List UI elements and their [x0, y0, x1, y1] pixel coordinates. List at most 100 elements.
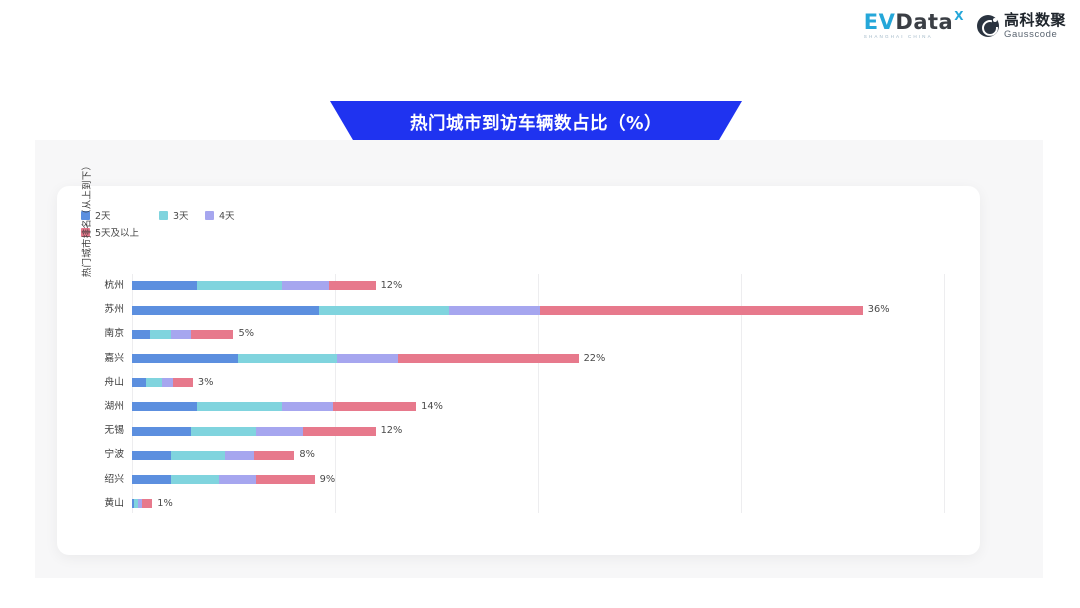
bar-segment-5天及以上[interactable] — [397, 354, 579, 364]
bar-segment-3天[interactable] — [190, 426, 256, 436]
legend-item-1[interactable]: 3天 — [159, 208, 205, 222]
stacked-bar[interactable] — [132, 402, 417, 412]
bar-value-label: 12% — [380, 280, 403, 292]
chart-rows: 杭州 12% 苏州 36% 南京 5% 嘉兴 22% 舟山 3% 湖州 14% 无锡 12% 宁波 8% 绍兴 9… — [104, 274, 944, 516]
bar-segment-4天[interactable] — [448, 305, 540, 315]
gausscode-logo: 高科数聚 Gausscode — [976, 10, 1066, 40]
slide-title-banner: 热门城市到访车辆数占比（%） — [330, 101, 742, 143]
chart-row: 黄山 1% — [104, 492, 944, 516]
bar-segment-4天[interactable] — [170, 329, 191, 339]
bar-segment-5天及以上[interactable] — [255, 475, 315, 485]
bar-segment-3天[interactable] — [196, 281, 283, 291]
legend-item-0[interactable]: 2天 — [81, 208, 159, 222]
bar-value-label: 12% — [380, 425, 403, 437]
bar-segment-5天及以上[interactable] — [253, 450, 295, 460]
category-label-无锡: 无锡 — [104, 425, 124, 437]
bar-value-label: 5% — [238, 328, 255, 340]
category-label-杭州: 杭州 — [104, 280, 124, 292]
bar-segment-3天[interactable] — [170, 450, 226, 460]
bar-segment-2天[interactable] — [132, 402, 197, 412]
bar-segment-3天[interactable] — [146, 378, 163, 388]
slide-title-text: 热门城市到访车辆数占比（%） — [409, 113, 663, 134]
stacked-bar[interactable] — [132, 450, 295, 460]
bar-segment-2天[interactable] — [132, 305, 319, 315]
bar-segment-2天[interactable] — [132, 475, 171, 485]
gridline-10 — [335, 274, 336, 513]
stacked-bar[interactable] — [132, 499, 153, 509]
bar-segment-2天[interactable] — [132, 426, 191, 436]
bar-segment-3天[interactable] — [196, 402, 283, 412]
category-label-绍兴: 绍兴 — [104, 473, 124, 485]
stacked-bar[interactable] — [132, 475, 315, 485]
gausscode-name-cn: 高科数聚 — [1003, 10, 1066, 29]
bar-segment-4天[interactable] — [337, 354, 398, 364]
bar-segment-5天及以上[interactable] — [190, 329, 234, 339]
bar-value-label: 14% — [421, 401, 443, 413]
bar-segment-2天[interactable] — [132, 499, 135, 509]
bar-segment-4天[interactable] — [255, 426, 303, 436]
bar-group[interactable]: 1% — [132, 499, 173, 509]
bar-group[interactable]: 14% — [132, 402, 443, 412]
bar-segment-2天[interactable] — [132, 450, 171, 460]
bar-segment-3天[interactable] — [170, 475, 220, 485]
legend-item-3[interactable]: 5天及以上 — [81, 225, 241, 239]
bar-segment-4天[interactable] — [282, 281, 329, 291]
bar-group[interactable]: 5% — [132, 329, 254, 339]
evdata-logo-primary: EV — [863, 10, 896, 34]
evdata-logo-x-mark: X — [954, 9, 964, 23]
chart-row: 苏州 36% — [104, 298, 944, 322]
bar-segment-3天[interactable] — [134, 499, 139, 509]
bar-segment-4天[interactable] — [282, 402, 333, 412]
legend-item-2[interactable]: 4天 — [205, 208, 325, 222]
category-label-宁波: 宁波 — [104, 449, 124, 461]
bar-segment-2天[interactable] — [132, 378, 147, 388]
bar-segment-4天[interactable] — [138, 499, 142, 509]
bar-segment-3天[interactable] — [150, 329, 171, 339]
bar-segment-5天及以上[interactable] — [540, 305, 863, 315]
bar-group[interactable]: 12% — [132, 281, 402, 291]
bar-value-label: 9% — [319, 473, 336, 485]
bar-segment-5天及以上[interactable] — [332, 402, 417, 412]
legend-label: 5天及以上 — [95, 228, 140, 239]
bar-segment-2天[interactable] — [132, 281, 197, 291]
bar-value-label: 8% — [299, 449, 315, 461]
bar-value-label: 22% — [583, 352, 606, 364]
bar-segment-5天及以上[interactable] — [328, 281, 376, 291]
stacked-bar[interactable] — [132, 329, 234, 339]
bar-segment-4天[interactable] — [219, 475, 256, 485]
chart-row: 绍兴 9% — [104, 468, 944, 492]
bar-segment-5天及以上[interactable] — [172, 378, 193, 388]
bar-segment-5天及以上[interactable] — [141, 499, 153, 509]
chart-card: 2天 3天 4天 5天及以上 热门城市排名（从上到下） 杭州 12% 苏州 36% 南京 5% 嘉… — [57, 161, 980, 555]
bar-value-label: 36% — [867, 304, 890, 316]
chart-row: 舟山 3% — [104, 371, 944, 395]
bar-group[interactable]: 36% — [132, 305, 890, 315]
bar-group[interactable]: 12% — [132, 426, 402, 436]
chart-row: 无锡 12% — [104, 419, 944, 443]
stacked-bar[interactable] — [132, 354, 579, 364]
bar-segment-4天[interactable] — [162, 378, 173, 388]
stacked-bar[interactable] — [132, 281, 376, 291]
chart-row: 宁波 8% — [104, 443, 944, 467]
chart-legend: 2天 3天 4天 5天及以上 — [81, 208, 381, 239]
bar-group[interactable]: 8% — [132, 450, 315, 460]
gridline-20 — [538, 274, 539, 513]
gausscode-name-en: Gausscode — [1003, 28, 1058, 40]
stacked-bar[interactable] — [132, 305, 863, 315]
bar-segment-2天[interactable] — [132, 354, 238, 364]
bar-group[interactable]: 22% — [132, 352, 606, 364]
stacked-bar[interactable] — [132, 426, 376, 436]
bar-segment-3天[interactable] — [318, 305, 449, 315]
gridline-30 — [741, 274, 742, 513]
bar-group[interactable]: 3% — [132, 378, 213, 388]
bar-segment-4天[interactable] — [225, 450, 254, 460]
category-label-南京: 南京 — [104, 328, 124, 340]
bar-segment-2天[interactable] — [132, 329, 151, 339]
evdata-logo-tagline: shanghai china — [863, 34, 933, 39]
evdata-logo-wordmark: EV Data X — [863, 9, 964, 34]
bar-group[interactable]: 9% — [132, 473, 336, 485]
bar-segment-5天及以上[interactable] — [302, 426, 376, 436]
bar-segment-3天[interactable] — [237, 354, 338, 364]
stacked-bar[interactable] — [132, 378, 193, 388]
category-label-嘉兴: 嘉兴 — [104, 352, 124, 364]
